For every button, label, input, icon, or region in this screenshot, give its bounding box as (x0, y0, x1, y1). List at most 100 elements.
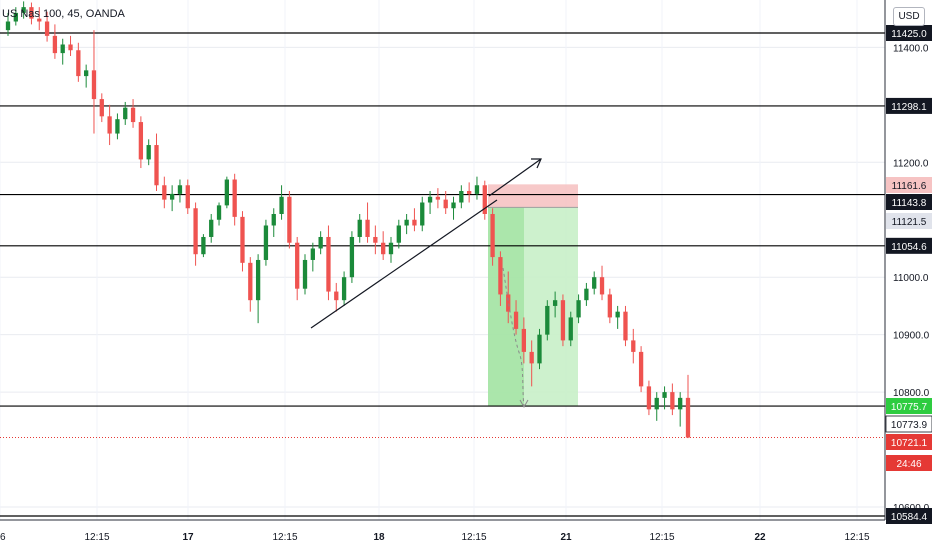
candle (365, 202, 370, 243)
candle-body (560, 300, 566, 341)
candle (37, 7, 42, 31)
price-tick-label: 11200.0 (893, 158, 929, 169)
price-tag-bg (886, 237, 932, 254)
candle-body (654, 397, 659, 410)
time-tick-label: 6 (0, 532, 6, 543)
price-tag: 11121.5 (886, 213, 932, 229)
candle (584, 282, 589, 306)
candle (318, 231, 323, 255)
price-tag: 10584.4 (886, 508, 932, 524)
candle-body (349, 236, 355, 278)
candle (537, 328, 542, 370)
candle (607, 288, 612, 324)
price-tag-bg (886, 25, 932, 41)
stop-loss-zone (488, 184, 578, 208)
candle-body (29, 7, 34, 19)
candle-body (201, 236, 206, 255)
candle-body (21, 7, 26, 13)
price-tag-bg (886, 194, 932, 210)
candle-body (154, 145, 159, 186)
candle-body (99, 99, 104, 117)
price-tag-label: 10773.9 (891, 420, 928, 431)
price-tag: 10773.9 (885, 415, 932, 433)
candle (162, 176, 167, 209)
candle-body (599, 277, 605, 295)
symbol-legend[interactable]: US Nas 100, 45, OANDA (2, 8, 125, 20)
candle (52, 24, 58, 59)
time-tick-label: 12:15 (844, 532, 869, 543)
price-tick-label: 10900.0 (893, 331, 930, 342)
candle (60, 38, 65, 65)
candle-body (255, 259, 261, 301)
candle (177, 179, 183, 203)
candle (91, 30, 97, 134)
time-axis-bg (0, 520, 885, 550)
candle (443, 191, 448, 214)
candle (498, 251, 503, 306)
candle-body (451, 202, 456, 209)
candle-body (177, 185, 183, 194)
candle (420, 196, 425, 232)
price-tag: 11054.6 (886, 237, 932, 254)
currency-button[interactable]: USD (893, 7, 925, 26)
candle (373, 225, 378, 255)
candle (381, 231, 386, 260)
price-tag-label: 11143.8 (892, 198, 927, 209)
price-tag-bg (885, 415, 932, 433)
price-tag-bg (886, 455, 932, 471)
candle-body (388, 242, 394, 255)
candle (623, 305, 628, 347)
price-tags: 11425.0 11298.1 11161.6 11143.8 11121.5 11054… (885, 25, 932, 524)
candle (209, 213, 214, 243)
time-tick-label: 17 (182, 532, 194, 543)
candle (615, 305, 620, 329)
candle-body (326, 236, 331, 292)
candle (154, 133, 159, 192)
candle-body (169, 193, 175, 200)
position-zones (488, 184, 578, 407)
candle (326, 225, 331, 301)
candle (107, 104, 112, 146)
candle (521, 317, 527, 364)
time-axis[interactable]: 6 12:15 17 12:15 18 12:15 21 12:15 22 12:15 (0, 519, 885, 550)
price-tag: 11298.1 (886, 97, 932, 114)
candle-body (662, 392, 667, 398)
candle-body (52, 35, 58, 54)
candle (685, 374, 691, 439)
candle (459, 185, 464, 209)
candle (506, 271, 511, 324)
candle (68, 35, 73, 56)
candle-body (521, 328, 527, 352)
candle (334, 282, 339, 312)
candle-body (373, 236, 378, 243)
arrow-head-icon (531, 158, 542, 169)
candle (670, 383, 675, 416)
candle-body (365, 219, 370, 237)
candle (193, 202, 198, 266)
candle-body (646, 386, 652, 410)
candle-body (138, 122, 144, 160)
candle-body (279, 196, 284, 214)
price-tag-bg (886, 213, 932, 229)
candle-body (248, 262, 253, 301)
candle-body (91, 70, 97, 100)
candle-body (318, 236, 323, 249)
candle (474, 176, 480, 200)
candle (560, 294, 566, 347)
candle-body (576, 300, 581, 318)
candle (130, 99, 136, 128)
projection-path (502, 267, 525, 407)
candle-body (271, 213, 276, 226)
candle (451, 196, 456, 220)
candle-body (529, 351, 534, 364)
price-tag: 10775.7 (886, 398, 932, 414)
time-tick-label: 21 (560, 532, 572, 543)
candle (396, 219, 401, 249)
candle-body (162, 185, 167, 200)
candle-body (552, 300, 558, 306)
time-tick-label: 12:15 (649, 532, 674, 543)
candle (592, 271, 597, 295)
candle-body (5, 21, 11, 31)
